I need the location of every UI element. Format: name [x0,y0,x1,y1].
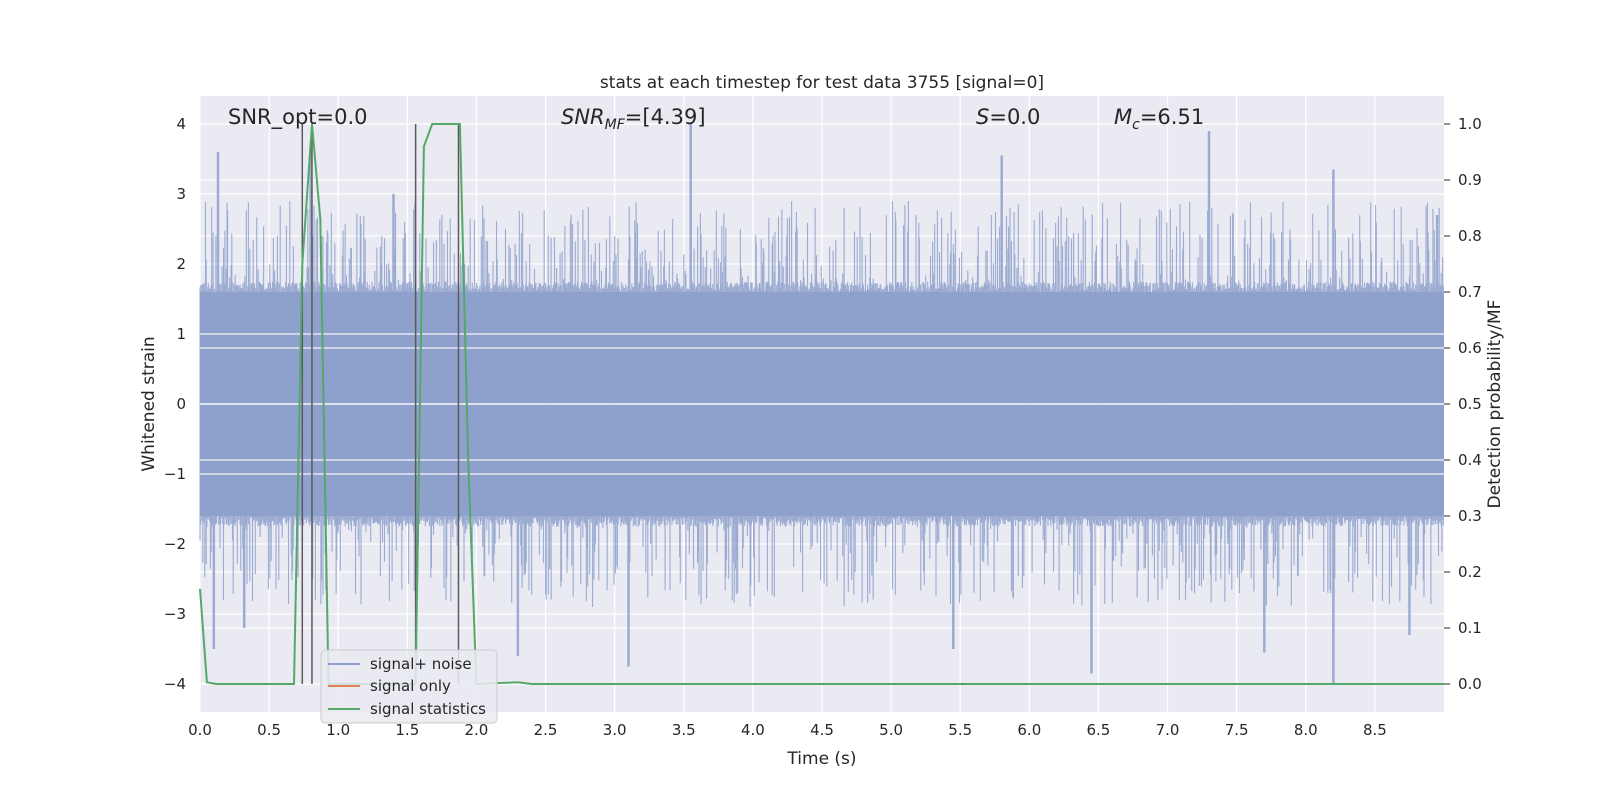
x-tick-label: 1.0 [326,721,350,739]
x-tick-label: 4.0 [741,721,765,739]
x-tick-label: 1.5 [395,721,419,739]
x-tick-label: 7.0 [1156,721,1180,739]
annotation-mc: Mc=6.51 [1114,105,1204,133]
legend-label-signal-statistics: signal statistics [370,700,486,718]
y2-tick-label: 0.2 [1458,563,1482,581]
x-tick-label: 0.5 [257,721,281,739]
legend-label-signal-noise: signal+ noise [370,655,472,673]
annotation-snr-mf: SNRMF=[4.39] [561,105,706,133]
noise-series [199,124,1444,684]
x-tick-label: 0.0 [188,721,212,739]
y2-tick-label: 0.1 [1458,619,1482,637]
annotation-snr-mf-sub: MF [605,117,626,133]
y2-tick-label: 0.9 [1458,171,1482,189]
annotation-s: S=0.0 [976,105,1040,129]
annotation-s-label: S [976,105,989,129]
annotation-s-value: =0.0 [989,105,1040,129]
y-tick-label: −2 [164,535,186,553]
x-tick-label: 4.5 [810,721,834,739]
y-tick-label: −4 [164,675,186,693]
x-tick-label: 8.0 [1294,721,1318,739]
y2-tick-label: 0.3 [1458,507,1482,525]
y2-tick-label: 0.0 [1458,675,1482,693]
annotation-mc-value: =6.51 [1140,105,1204,129]
y-tick-label: −3 [164,605,186,623]
vertical-markers [301,124,460,684]
y-ticks: −4 −3 −2 −1 0 1 2 3 4 [164,115,186,693]
y2-tick-label: 0.6 [1458,339,1482,357]
x-tick-label: 2.0 [465,721,489,739]
x-tick-label: 6.5 [1087,721,1111,739]
annotation-snr-mf-label: SNR [561,105,605,129]
x-tick-label: 3.0 [603,721,627,739]
annotation-snr-mf-value: =[4.39] [625,105,706,129]
x-tick-label: 3.5 [672,721,696,739]
y2-tick-label: 0.7 [1458,283,1482,301]
x-tick-label: 5.5 [948,721,972,739]
y2-tick-label: 0.5 [1458,395,1482,413]
y-axis-label: Whitened strain [139,336,159,471]
x-axis-label: Time (s) [786,749,856,769]
x-ticks: 0.0 0.5 1.0 1.5 2.0 2.5 3.0 3.5 4.0 4.5 5.0 5.5 6.0 6… [188,721,1387,739]
annotation-mc-sub: c [1132,117,1140,133]
y-tick-label: 2 [176,255,186,273]
y-tick-label: −1 [164,465,186,483]
x-tick-label: 6.0 [1017,721,1041,739]
x-tick-label: 8.5 [1363,721,1387,739]
y2-ticks: 0.0 0.1 0.2 0.3 0.4 0.5 0.6 0.7 0.8 0.9 1.0 [1444,115,1482,693]
x-tick-label: 2.5 [534,721,558,739]
y2-tick-label: 1.0 [1458,115,1482,133]
y2-tick-label: 0.8 [1458,227,1482,245]
y2-tick-label: 0.4 [1458,451,1482,469]
annotation-snr-opt: SNR_opt=0.0 [228,105,368,130]
chart-title: stats at each timestep for test data 375… [600,73,1044,93]
y-tick-label: 3 [176,185,186,203]
x-tick-label: 7.5 [1225,721,1249,739]
y2-axis-label: Detection probability/MF [1485,300,1505,509]
y-tick-label: 1 [176,325,186,343]
annotation-mc-label: M [1114,105,1132,129]
legend-box [320,649,498,724]
y-tick-label: 0 [176,395,186,413]
legend-label-signal-only: signal only [370,677,451,695]
legend: signal+ noise signal only signal statist… [320,649,498,724]
y-tick-label: 4 [176,115,186,133]
x-tick-label: 5.0 [879,721,903,739]
